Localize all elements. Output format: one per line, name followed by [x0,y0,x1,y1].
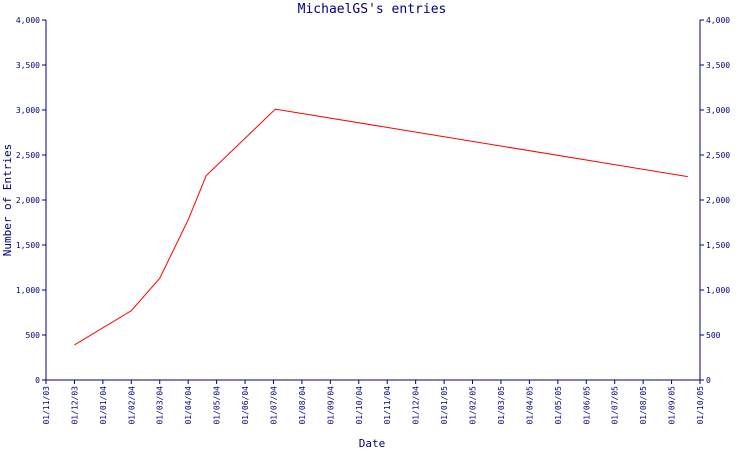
x-tick-label: 01/07/04 [269,386,278,425]
x-tick-label: 01/04/05 [525,386,534,425]
y-tick-label-right: 500 [706,331,721,340]
series-line [74,108,688,346]
x-tick-label: 01/05/04 [213,386,222,425]
x-tick-label: 01/02/04 [127,386,136,425]
x-tick-label: 01/12/03 [70,386,79,425]
y-tick-label-left: 500 [26,331,41,340]
x-tick-label: 01/01/04 [99,386,108,425]
x-tick-label: 01/06/04 [241,386,250,425]
y-tick-label-right: 2,500 [706,151,730,160]
x-tick-label: 01/03/05 [497,386,506,425]
x-tick-label: 01/08/05 [639,386,648,425]
x-tick-label: 01/09/04 [326,386,335,425]
chart-title: MichaelGS's entries [298,2,447,17]
y-axis-title: Number of Entries [1,144,14,257]
x-tick-label: 01/02/05 [469,386,478,425]
y-tick-label-right: 3,500 [706,61,730,70]
x-tick-label: 01/03/04 [156,386,165,425]
y-tick-label-left: 1,500 [16,241,40,250]
x-axis-title: Date [359,437,386,450]
y-tick-label-left: 3,500 [16,61,40,70]
x-tick-label: 01/06/05 [582,386,591,425]
plot-area: 0 0 500 500 1,000 1,000 1,500 1,500 2,000 2,000 2,… [16,16,730,425]
x-tick-label: 01/10/05 [696,386,705,425]
x-tick-label: 01/05/05 [554,386,563,425]
y-tick-label-right: 0 [706,376,711,385]
y-tick-label-right: 1,000 [706,286,730,295]
y-tick-label-left: 1,000 [16,286,40,295]
y-tick-label-left: 2,000 [16,196,40,205]
y-tick-label-right: 1,500 [706,241,730,250]
y-tick-label-right: 2,000 [706,196,730,205]
y-tick-label-left: 2,500 [16,151,40,160]
y-tick-label-left: 0 [35,376,40,385]
y-tick-label-right: 3,000 [706,106,730,115]
x-tick-label: 01/01/05 [440,386,449,425]
x-tick-label: 01/11/04 [383,386,392,425]
y-tick-label-left: 4,000 [16,16,40,25]
x-tick-label: 01/08/04 [298,386,307,425]
x-tick-label: 01/09/05 [668,386,677,425]
x-tick-label: 01/11/03 [42,386,51,425]
y-tick-label-right: 4,000 [706,16,730,25]
x-tick-label: 01/10/04 [355,386,364,425]
x-tick-label: 01/04/04 [184,386,193,425]
x-tick-label: 01/12/04 [412,386,421,425]
x-tick-label: 01/07/05 [611,386,620,425]
y-tick-label-left: 3,000 [16,106,40,115]
